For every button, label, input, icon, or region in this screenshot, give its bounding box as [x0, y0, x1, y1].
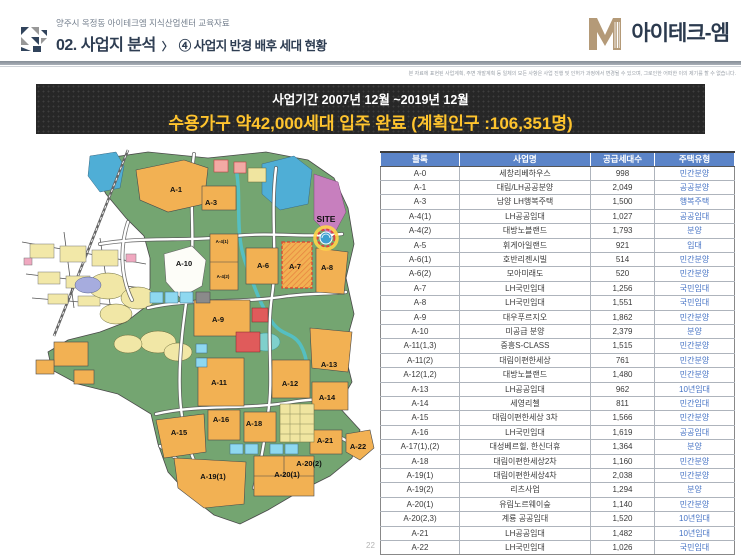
breadcrumb-separator: 〉	[161, 41, 173, 53]
table-row: A-6(2) 모아미래도 520 민간분양	[380, 266, 735, 282]
table-header-row: 블록 사업명 공급세대수 주택유형	[380, 151, 735, 167]
table-row: A-10 미공급 분양 2,379 분양	[380, 323, 735, 340]
banner-period-text: 사업기간 2007년 12월 ~2019년 12월	[272, 93, 469, 107]
map-block-label: A-8	[321, 263, 333, 272]
map-block-label: A-20(2)	[296, 459, 322, 468]
table-row: A-11(1,3) 중흥S-CLASS 1,515 민간분양	[380, 338, 735, 354]
map-block-label: A-19(1)	[200, 472, 226, 481]
map-block-label: A-18	[246, 419, 262, 428]
banner-households-text: 수용가구 약42,000세대 입주 완료 (계획인구 :106,351명)	[168, 114, 573, 133]
column-header: 공급세대수	[590, 151, 655, 167]
table-row: A-21 LH공공임대 1,482 10년임대	[380, 525, 735, 542]
map-block-label: A-20(1)	[274, 470, 300, 479]
purple-area-ne	[313, 173, 347, 239]
table-row: A-4(1) LH공공임대 1,027 공공임대	[380, 208, 735, 225]
table-row: A-15 대림이편한세상 3차 1,566 민간분양	[380, 410, 735, 426]
table-row: A-20(2,3) 계룡 공공임대 1,520 10년임대	[380, 511, 735, 527]
brand-name: 아이테크-엠	[631, 22, 730, 45]
table-row: A-11(2) 대림이편한세상 761 민간분양	[380, 352, 735, 369]
map-block-label: A-16	[213, 415, 229, 424]
red-commercial-blocks	[235, 307, 269, 353]
page-number: 22	[366, 541, 375, 550]
column-header: 주택유형	[654, 151, 735, 167]
site-label: SITE	[317, 214, 336, 224]
table-row: A-18 대림이편한세상2차 1,160 민간분양	[380, 453, 735, 470]
table-row: A-14 세영리첼 811 민간임대	[380, 395, 735, 412]
block-a10-area	[163, 245, 207, 299]
outside-town	[21, 231, 147, 309]
mosaic-logo-icon	[20, 24, 48, 57]
table-row: A-1 대림/LH공공분양 2,049 공공분양	[380, 179, 735, 196]
map-block-label: A-3	[205, 198, 217, 207]
grid-village	[279, 403, 315, 443]
headline-banner: 사업기간 2007년 12월 ~2019년 12월 수용가구 약42,000세대…	[36, 84, 705, 134]
map-block-label: A-21	[317, 436, 333, 445]
eyebrow-text: 양주시 옥정동 아이테크엠 지식산업센터 교육자료	[56, 18, 230, 28]
brand-m-icon	[589, 18, 622, 50]
map-block-label: A-12	[282, 379, 298, 388]
table-row: A-13 LH공공임대 962 10년임대	[380, 381, 735, 398]
low-density-blobs	[87, 272, 193, 362]
table-row: A-9 대우푸르지오 1,862 민간분양	[380, 309, 735, 325]
table-row: A-19(1) 대림이편한세상4차 2,038 민간분양	[380, 468, 735, 484]
lavender-blob	[74, 276, 102, 294]
landuse-map: A-1 A-3 A-4(1) A-4(2) A-10 A-6 A-7 A-8 A-9 A-11 A-…	[8, 146, 376, 542]
page-title: ④ 사업지 반경 배후 세대 현황	[178, 39, 327, 53]
map-block-label: A-9	[212, 315, 224, 324]
apartment-blocks	[35, 159, 375, 509]
map-block-label: A-11	[211, 378, 227, 387]
site-marker	[313, 225, 339, 251]
housing-table-body: A-0 세창리베하우스 998 민간분양 A-1 대림/LH공공분양 2,049 공공분양 A-…	[380, 165, 735, 555]
header-divider	[0, 61, 741, 65]
table-row: A-17(1),(2) 대성베르힐, 한신더휴 1,364 분양	[380, 439, 735, 455]
map-block-label: A-7	[289, 262, 301, 271]
school-lots	[213, 159, 247, 174]
table-row: A-8 LH국민임대 1,551 국민임대	[380, 295, 735, 311]
landuse-map-svg: A-1 A-3 A-4(1) A-4(2) A-10 A-6 A-7 A-8 A-9 A-11 A-…	[21, 149, 375, 525]
map-block-label: A-10	[176, 259, 192, 268]
table-row: A-22 LH국민임대 1,026 국민임대	[380, 540, 735, 555]
table-row: A-20(1) 유림노르웨이숲 1,140 민간분양	[380, 496, 735, 513]
gray-lot	[195, 291, 211, 304]
header-divider-sub	[0, 66, 741, 67]
breadcrumb: 02. 사업지 분석 〉 ④ 사업지 반경 배후 세대 현황	[56, 31, 327, 55]
map-block-label: A-4(1)	[216, 239, 229, 244]
table-row: A-6(1) 호반리젠시빌 514 민간분양	[380, 251, 735, 268]
map-block-label: A-4(2)	[217, 274, 230, 279]
map-block-label: A-1	[170, 185, 182, 194]
small-blue-lots	[149, 291, 299, 455]
column-header: 사업명	[459, 151, 591, 167]
company-brand: 아이테크-엠	[586, 12, 730, 52]
map-block-label: A-14	[319, 393, 336, 402]
table-row: A-7 LH국민임대 1,256 국민임대	[380, 280, 735, 297]
table-row: A-0 세창리베하우스 998 민간분양	[380, 165, 735, 181]
table-row: A-4(2) 대방노블랜드 1,793 분양	[380, 223, 735, 239]
table-row: A-19(2) 리츠사업 1,294 분양	[380, 482, 735, 498]
map-block-label: A-15	[171, 428, 187, 437]
block-a7-highlight	[281, 241, 313, 289]
table-row: A-5 휘게아일랜드 921 임대	[380, 237, 735, 253]
disclaimer-text: 본 자료에 표현된 사업계획, 주변 개발계획 등 일체의 모든 사항은 사업 …	[408, 71, 736, 77]
map-block-label: A-22	[350, 442, 366, 451]
header-text-block: 양주시 옥정동 아이테크엠 지식산업센터 교육자료 02. 사업지 분석 〉 ④…	[56, 17, 327, 55]
table-row: A-3 남양 LH행복주택 1,500 행복주택	[380, 194, 735, 210]
railway-line	[52, 149, 130, 337]
housing-supply-table: 블록 사업명 공급세대수 주택유형 A-0 세창리베하우스 998 민간분양 A-1 대림/LH…	[380, 151, 735, 555]
table-row: A-16 LH국민임대 1,619 공공임대	[380, 424, 735, 441]
table-row: A-12(1,2) 대방노블랜드 1,480 민간분양	[380, 367, 735, 383]
section-title: 02. 사업지 분석	[56, 37, 156, 54]
map-block-label: A-6	[257, 261, 269, 270]
column-header: 블록	[380, 151, 460, 167]
map-block-label: A-13	[321, 360, 337, 369]
